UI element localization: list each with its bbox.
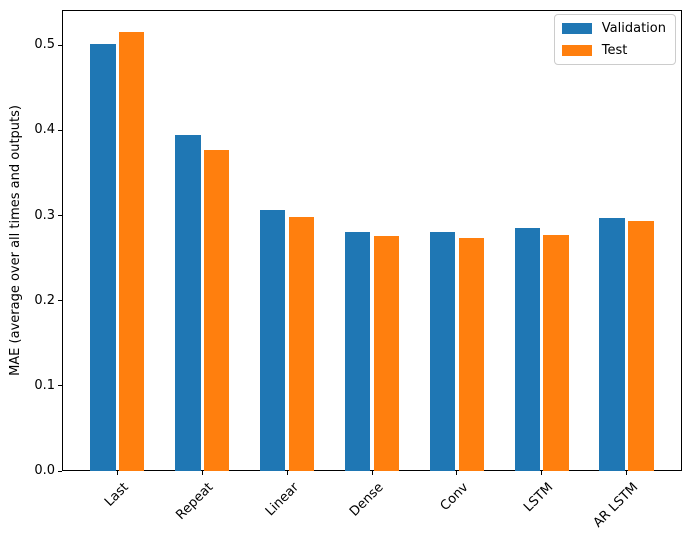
x-tick-label-repeat: Repeat — [173, 480, 217, 523]
bar-validation-dense — [344, 232, 371, 471]
y-tick-label: 0.4 — [34, 122, 55, 138]
x-tick-mark — [626, 471, 628, 475]
legend: Validation Test — [553, 14, 676, 65]
bar-validation-lstm — [514, 227, 541, 471]
bar-validation-last — [90, 44, 116, 471]
x-tick-label-last: Last — [102, 480, 132, 510]
legend-swatch-test — [561, 45, 592, 56]
x-tick-mark — [456, 471, 458, 475]
y-tick-label: 0.5 — [34, 37, 55, 53]
bar-validation-ar-lstm — [599, 217, 625, 471]
x-tick-label-lstm: LSTM — [521, 480, 557, 516]
bar-validation-linear — [259, 210, 286, 471]
y-tick-label: 0.0 — [34, 463, 55, 478]
x-tick-mark — [116, 471, 118, 475]
y-tick-label: 0.1 — [34, 377, 55, 393]
x-tick-mark — [286, 471, 288, 475]
y-axis-label: MAE (average over all times and outputs) — [7, 105, 23, 376]
bar-test-ar-lstm — [628, 220, 654, 471]
legend-label: Test — [601, 43, 628, 58]
bar-test-lstm — [543, 235, 569, 471]
bar-test-repeat — [203, 149, 230, 471]
bar-test-dense — [373, 236, 400, 471]
legend-item-test: Test — [561, 43, 666, 58]
x-tick-mark — [371, 471, 373, 475]
x-tick-label-dense: Dense — [346, 480, 387, 520]
x-tick-mark — [201, 471, 203, 475]
y-tick-label: 0.3 — [34, 207, 55, 223]
plot-area: Validation Test — [62, 10, 682, 471]
y-tick-label: 0.2 — [34, 292, 55, 308]
x-tick-label-conv: Conv — [437, 480, 472, 514]
x-tick-mark — [541, 471, 543, 475]
x-tick-label-ar-lstm: AR LSTM — [590, 480, 642, 531]
x-tick-label-linear: Linear — [262, 480, 302, 520]
bar-test-last — [119, 31, 145, 471]
legend-swatch-validation — [561, 23, 592, 34]
bar-test-linear — [288, 217, 315, 471]
bar-validation-repeat — [175, 134, 201, 471]
legend-item-validation: Validation — [561, 21, 666, 36]
bars-layer — [63, 11, 681, 471]
y-axis-label-wrap: MAE (average over all times and outputs) — [6, 10, 24, 471]
bar-validation-conv — [429, 232, 456, 471]
bar-test-conv — [458, 237, 485, 471]
legend-label: Validation — [601, 21, 666, 36]
